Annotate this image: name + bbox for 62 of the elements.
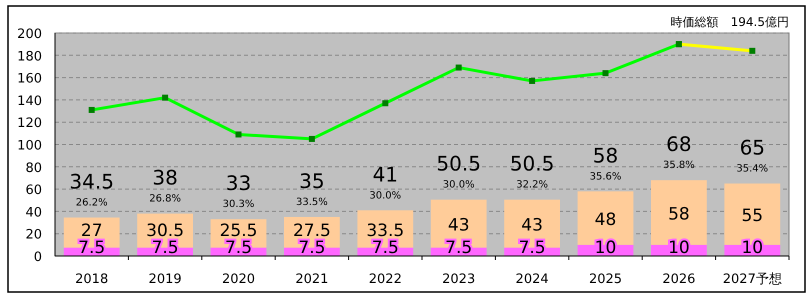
data-label: 33.5 <box>366 220 404 241</box>
x-tick-label: 2019 <box>148 272 182 287</box>
total-label: 50.5 <box>436 152 481 176</box>
annotation: 35.4% <box>736 164 768 175</box>
y-tick-label: 60 <box>25 183 42 198</box>
y-tick-label: 120 <box>17 116 42 132</box>
data-label: 27 <box>80 221 103 241</box>
x-tick-label: 2027予想 <box>722 272 782 287</box>
data-label: 7.5 <box>78 238 106 258</box>
data-label: 27.5 <box>292 221 331 241</box>
y-tick-label: 40 <box>25 205 42 220</box>
annotation: 30.3% <box>222 199 254 210</box>
x-tick-label: 2022 <box>368 272 402 287</box>
x-tick-label: 2021 <box>295 272 328 287</box>
data-label: 10 <box>668 238 690 258</box>
y-tick-label: 140 <box>17 94 42 109</box>
data-label: 10 <box>741 238 764 258</box>
x-tick-label: 2023 <box>442 272 476 287</box>
total-label: 50.5 <box>510 152 554 176</box>
annotation: 26.2% <box>76 198 108 209</box>
data-label: 55 <box>741 206 764 226</box>
total-label: 65 <box>740 136 766 160</box>
annotation: 35.6% <box>590 171 622 182</box>
y-tick-label: 0 <box>34 250 42 265</box>
data-label: 7.5 <box>298 238 326 258</box>
total-label: 68 <box>666 132 692 156</box>
annotation: 30.0% <box>442 180 475 191</box>
data-label: 25.5 <box>220 221 258 241</box>
y-tick-label: 20 <box>25 228 42 243</box>
total-label: 38 <box>152 166 178 190</box>
total-label: 58 <box>592 143 618 168</box>
annotation: 32.2% <box>516 180 548 191</box>
text: 時価総額 194.5億円 <box>670 15 789 29</box>
x-tick-label: 2018 <box>75 272 108 287</box>
y-tick-label: 200 <box>17 27 42 42</box>
x-tick-label: 2024 <box>516 272 549 287</box>
y-tick-label: 100 <box>17 138 42 154</box>
x-tick-label: 2025 <box>588 272 622 287</box>
y-tick-label: 180 <box>17 49 42 64</box>
y-tick-label: 80 <box>25 160 42 176</box>
data-label: 30.5 <box>146 221 184 241</box>
total-label: 34.5 <box>69 170 114 194</box>
data-label: 7.5 <box>518 238 546 258</box>
data-label: 43 <box>521 216 543 236</box>
annotation: 30.0% <box>369 190 402 202</box>
total-label: 41 <box>372 162 398 186</box>
annotation: 26.8% <box>149 194 181 205</box>
data-label: 58 <box>668 204 690 225</box>
data-label: 7.5 <box>224 238 252 258</box>
data-label: 43 <box>448 216 470 236</box>
annotation: 35.8% <box>663 160 695 172</box>
y-tick-label: 160 <box>17 72 42 87</box>
data-label: 7.5 <box>152 238 179 258</box>
annotation: 33.5% <box>296 196 328 208</box>
data-label: 48 <box>594 210 616 230</box>
data-label: 7.5 <box>445 238 472 258</box>
data-label: 10 <box>594 238 616 258</box>
x-tick-label: 2020 <box>222 272 256 287</box>
total-label: 35 <box>299 168 325 193</box>
x-tick-label: 2026 <box>662 272 696 287</box>
total-label: 33 <box>226 171 252 196</box>
data-label: 7.5 <box>372 238 399 258</box>
